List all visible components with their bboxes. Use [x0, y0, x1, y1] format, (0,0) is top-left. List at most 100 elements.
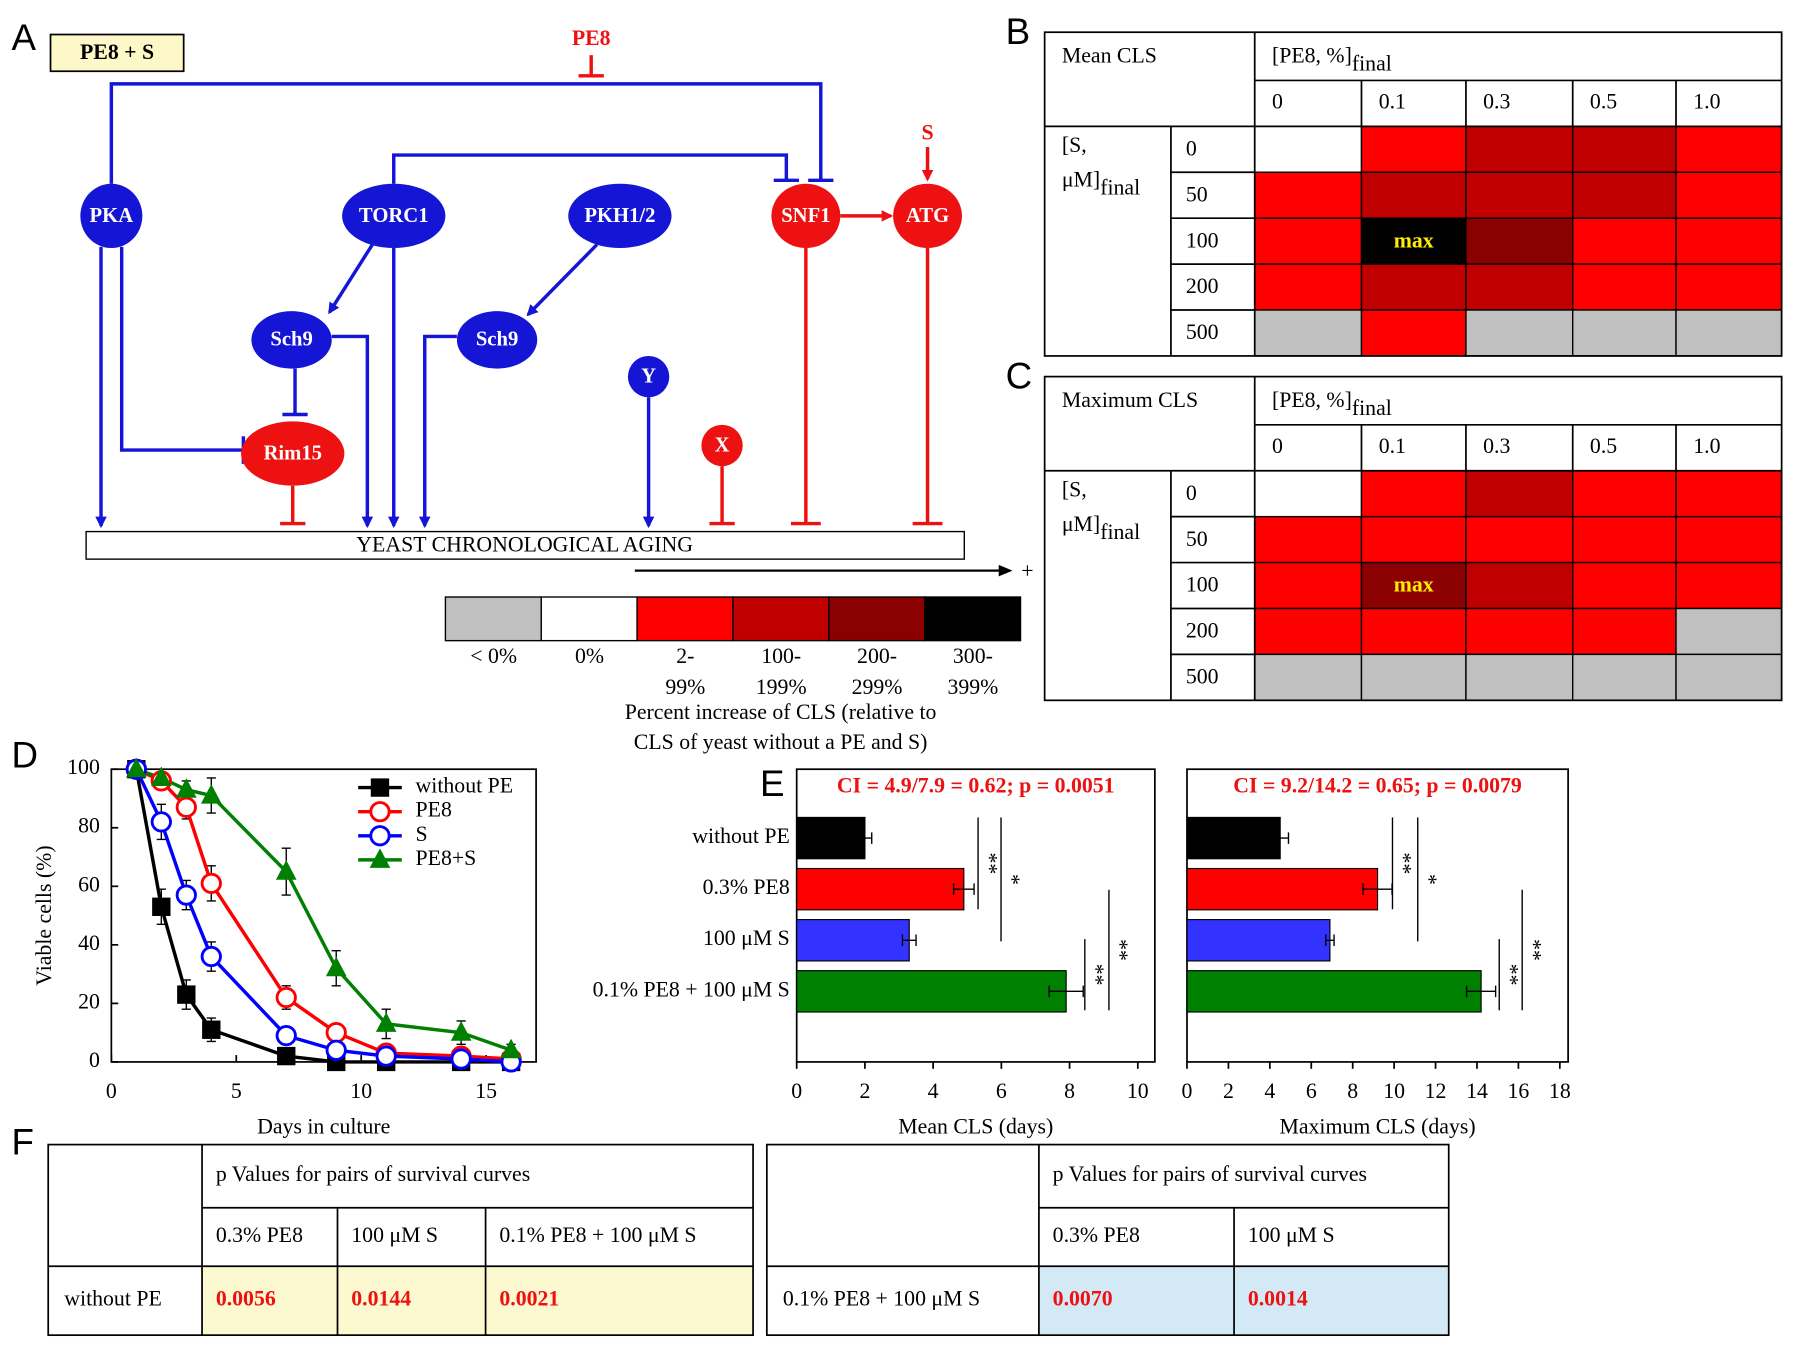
- heat-cell: [1254, 653, 1363, 702]
- row-label: 100: [1186, 573, 1219, 597]
- node-label: PKA: [90, 205, 134, 227]
- marker: [200, 945, 222, 968]
- aging-box: [85, 530, 965, 560]
- plot-frame: [110, 768, 537, 1063]
- x-tick-label: 8: [1347, 1079, 1358, 1103]
- node-label: PKH1/2: [584, 205, 655, 227]
- node: [342, 183, 446, 249]
- x-tick-label: 5: [231, 1079, 242, 1103]
- table-frame: [1043, 375, 1783, 702]
- heat-cell: [1465, 561, 1574, 610]
- x-tick-label: 8: [1064, 1079, 1075, 1103]
- heat-cell: [1675, 515, 1783, 564]
- x-tick-label: 12: [1425, 1079, 1447, 1103]
- x-axis-label: Maximum CLS (days): [1279, 1115, 1475, 1139]
- bar: [796, 970, 1067, 1013]
- bar: [1186, 816, 1281, 860]
- panel-label: E: [760, 763, 785, 804]
- row-header: [S,: [1062, 133, 1087, 157]
- marker: [500, 1038, 522, 1059]
- node: [251, 311, 332, 369]
- marker: [277, 1046, 296, 1066]
- marker: [275, 986, 297, 1009]
- row-label: 500: [1186, 320, 1219, 344]
- marker: [177, 985, 196, 1004]
- heat-cell: [1465, 607, 1574, 656]
- node: [893, 183, 962, 249]
- heat-cell: [1572, 263, 1677, 311]
- aging-label: YEAST CHRONOLOGICAL AGING: [356, 533, 693, 557]
- chart-title: CI = 4.9/7.9 = 0.62; p = 0.0051: [837, 774, 1115, 798]
- heat-cell: [1572, 125, 1677, 173]
- col-label: 1.0: [1693, 89, 1720, 113]
- marker: [369, 801, 391, 823]
- row-label: 500: [1186, 665, 1219, 689]
- marker: [369, 825, 391, 847]
- legend-label: S: [416, 822, 428, 846]
- legend-label: PE8: [416, 798, 452, 822]
- significance-label: **: [1084, 964, 1108, 986]
- x-tick-label: 14: [1466, 1079, 1488, 1103]
- heat-cell: [1254, 607, 1363, 656]
- row-label: 200: [1186, 274, 1219, 298]
- heat-cell: [1254, 217, 1363, 265]
- heat-cell: [1572, 470, 1677, 518]
- node: [568, 183, 672, 249]
- scale-swatch: [923, 596, 1022, 642]
- heat-cell: [1254, 561, 1363, 610]
- row-label: 200: [1186, 619, 1219, 643]
- heat-cell: [1360, 470, 1467, 518]
- marker: [375, 1012, 397, 1032]
- node: [771, 183, 841, 249]
- node-label: X: [715, 434, 730, 456]
- heat-cell: [1254, 263, 1363, 311]
- panel-label: D: [11, 734, 38, 775]
- col-label: 0: [1272, 89, 1283, 113]
- heat-cell: [1572, 217, 1677, 265]
- marker: [150, 766, 172, 787]
- x-tick-label: 10: [350, 1079, 372, 1103]
- heat-cell: [1572, 607, 1677, 656]
- legend-label: without PE: [416, 774, 514, 798]
- x-tick-label: 18: [1549, 1079, 1571, 1103]
- heat-cell: [1360, 607, 1467, 656]
- scale-label: < 0%: [470, 644, 517, 668]
- red-edges: [280, 55, 943, 526]
- heat-cell: [1465, 515, 1574, 564]
- x-tick-label: 0: [106, 1079, 117, 1103]
- heat-cell: [1675, 263, 1783, 311]
- bar: [796, 867, 965, 911]
- scale-swatch: [828, 596, 926, 642]
- max-label: max: [1394, 573, 1434, 597]
- x-tick-label: 6: [1306, 1079, 1317, 1103]
- y-tick-label: 0: [89, 1048, 100, 1072]
- column-label: 100 μM S: [351, 1223, 438, 1247]
- row-header: μM]: [1062, 167, 1100, 191]
- marker: [152, 897, 171, 916]
- col-label: 0.1: [1379, 89, 1406, 113]
- node-label: ATG: [906, 205, 949, 227]
- marker: [202, 1020, 221, 1039]
- significance-label: *: [1000, 874, 1024, 885]
- row-header-sub: final: [1100, 520, 1140, 544]
- scale-swatch: [540, 596, 638, 642]
- marker: [375, 1045, 397, 1067]
- marker: [175, 884, 197, 906]
- heat-cell: [1572, 515, 1677, 564]
- column-label: 0.1% PE8 + 100 μM S: [499, 1223, 696, 1247]
- scale-swatch: [732, 596, 830, 642]
- y-tick-label: 60: [78, 872, 100, 896]
- scale-label: 2-: [676, 644, 694, 668]
- heat-cell: [1572, 171, 1677, 219]
- significance-label: **: [1498, 964, 1522, 986]
- bar: [1186, 919, 1331, 962]
- col-label: 0: [1272, 434, 1283, 458]
- x-axis-label: Days in culture: [257, 1115, 390, 1139]
- heat-cell: [1360, 125, 1467, 173]
- col-label: 0.3: [1483, 434, 1510, 458]
- heat-cell: [1465, 125, 1574, 173]
- heat-cell: [1360, 263, 1467, 311]
- scale-label: 300-: [953, 644, 993, 668]
- y-tick-label: 20: [78, 989, 100, 1013]
